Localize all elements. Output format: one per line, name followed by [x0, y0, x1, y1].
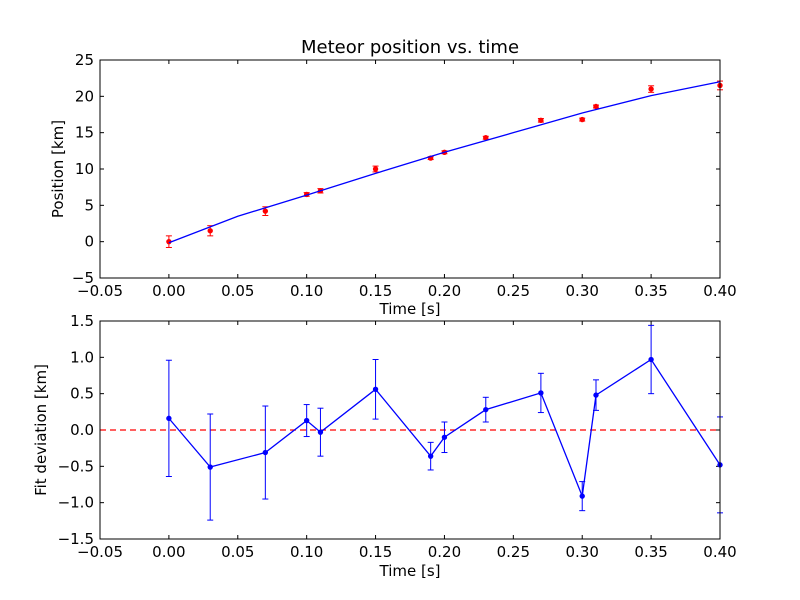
x-tick-label: −0.05: [77, 282, 123, 300]
x-tick-label: 0.15: [359, 282, 392, 300]
axis-ticks: −0.05 0.00 0.05 0.10 0.15 0.20 0.25 0.30 0.35 0.4…: [72, 51, 737, 300]
x-tick-label: 0.40: [703, 282, 736, 300]
axis-ticks: −0.05 0.00 0.05 0.10 0.15 0.20 0.25 0.30 0.35 0.4…: [58, 312, 737, 561]
x-tick-label: 0.35: [634, 282, 667, 300]
x-tick-label: 0.10: [290, 282, 323, 300]
data-point: [648, 356, 654, 363]
x-tick-label: 0.20: [428, 282, 461, 300]
data-point: [441, 434, 448, 440]
y-tick-label: 0.5: [70, 385, 94, 403]
data-point: [207, 464, 213, 470]
x-tick-label: 0.35: [634, 543, 667, 561]
x-tick-label: 0.40: [703, 543, 736, 561]
y-tick-label: 0: [84, 233, 94, 251]
x-tick-label: 0.05: [221, 282, 254, 300]
data-point: [262, 208, 269, 214]
y-tick-label: −1.5: [58, 530, 94, 548]
data-point: [317, 429, 324, 435]
y-axis-label: Fit deviation [km]: [32, 364, 50, 496]
y-tick-label: 10: [75, 160, 94, 178]
x-tick-label: 0.15: [359, 543, 392, 561]
x-tick-label: 0.30: [566, 282, 599, 300]
x-axis-label: Time [s]: [379, 562, 441, 580]
plot-area: [165, 80, 723, 248]
y-tick-label: 15: [75, 124, 94, 142]
axes-frame: [99, 320, 721, 540]
data-point: [579, 116, 585, 123]
fit-line: [168, 81, 721, 244]
data-point: [262, 449, 269, 456]
y-tick-label: 25: [75, 51, 94, 69]
data-point: [372, 386, 379, 393]
x-tick-label: 0.20: [428, 543, 461, 561]
x-tick-label: 0.10: [290, 543, 323, 561]
data-point: [538, 390, 544, 396]
y-tick-label: −0.5: [58, 457, 94, 475]
y-tick-label: 5: [84, 196, 94, 214]
y-tick-label: 20: [75, 87, 94, 105]
x-tick-label: 0.00: [152, 543, 185, 561]
data-point: [593, 103, 599, 110]
data-point: [372, 166, 379, 172]
data-point: [166, 415, 172, 422]
data-point: [538, 117, 544, 124]
y-tick-label: −1.0: [58, 494, 94, 512]
deviation-line: [168, 358, 721, 499]
x-tick-label: 0.25: [497, 543, 530, 561]
data-point: [303, 417, 310, 424]
x-tick-label: 0.25: [497, 282, 530, 300]
x-tick-label: 0.00: [152, 282, 185, 300]
data-point: [648, 86, 654, 92]
x-axis-label: Time [s]: [379, 300, 441, 318]
y-tick-label: 1.0: [70, 348, 94, 366]
data-point: [207, 228, 213, 234]
x-tick-label: −0.05: [77, 543, 123, 561]
deviation-chart: Time [s] Fit deviation [km] −0.05 0.00 0.0…: [32, 312, 737, 580]
data-point: [579, 493, 585, 499]
y-axis-label: Position [km]: [49, 120, 67, 218]
y-tick-label: 0.0: [70, 421, 94, 439]
data-point: [427, 453, 434, 459]
axes-frame: [99, 59, 721, 279]
position-chart: Meteor position vs. time Time [s] Positi…: [49, 37, 737, 318]
data-point: [483, 135, 489, 141]
y-tick-label: 1.5: [70, 312, 94, 330]
data-point: [483, 406, 489, 413]
x-tick-label: 0.05: [221, 543, 254, 561]
data-point: [593, 392, 599, 398]
chart-title: Meteor position vs. time: [301, 37, 519, 58]
y-tick-label: −5: [72, 269, 94, 287]
x-tick-label: 0.30: [566, 543, 599, 561]
